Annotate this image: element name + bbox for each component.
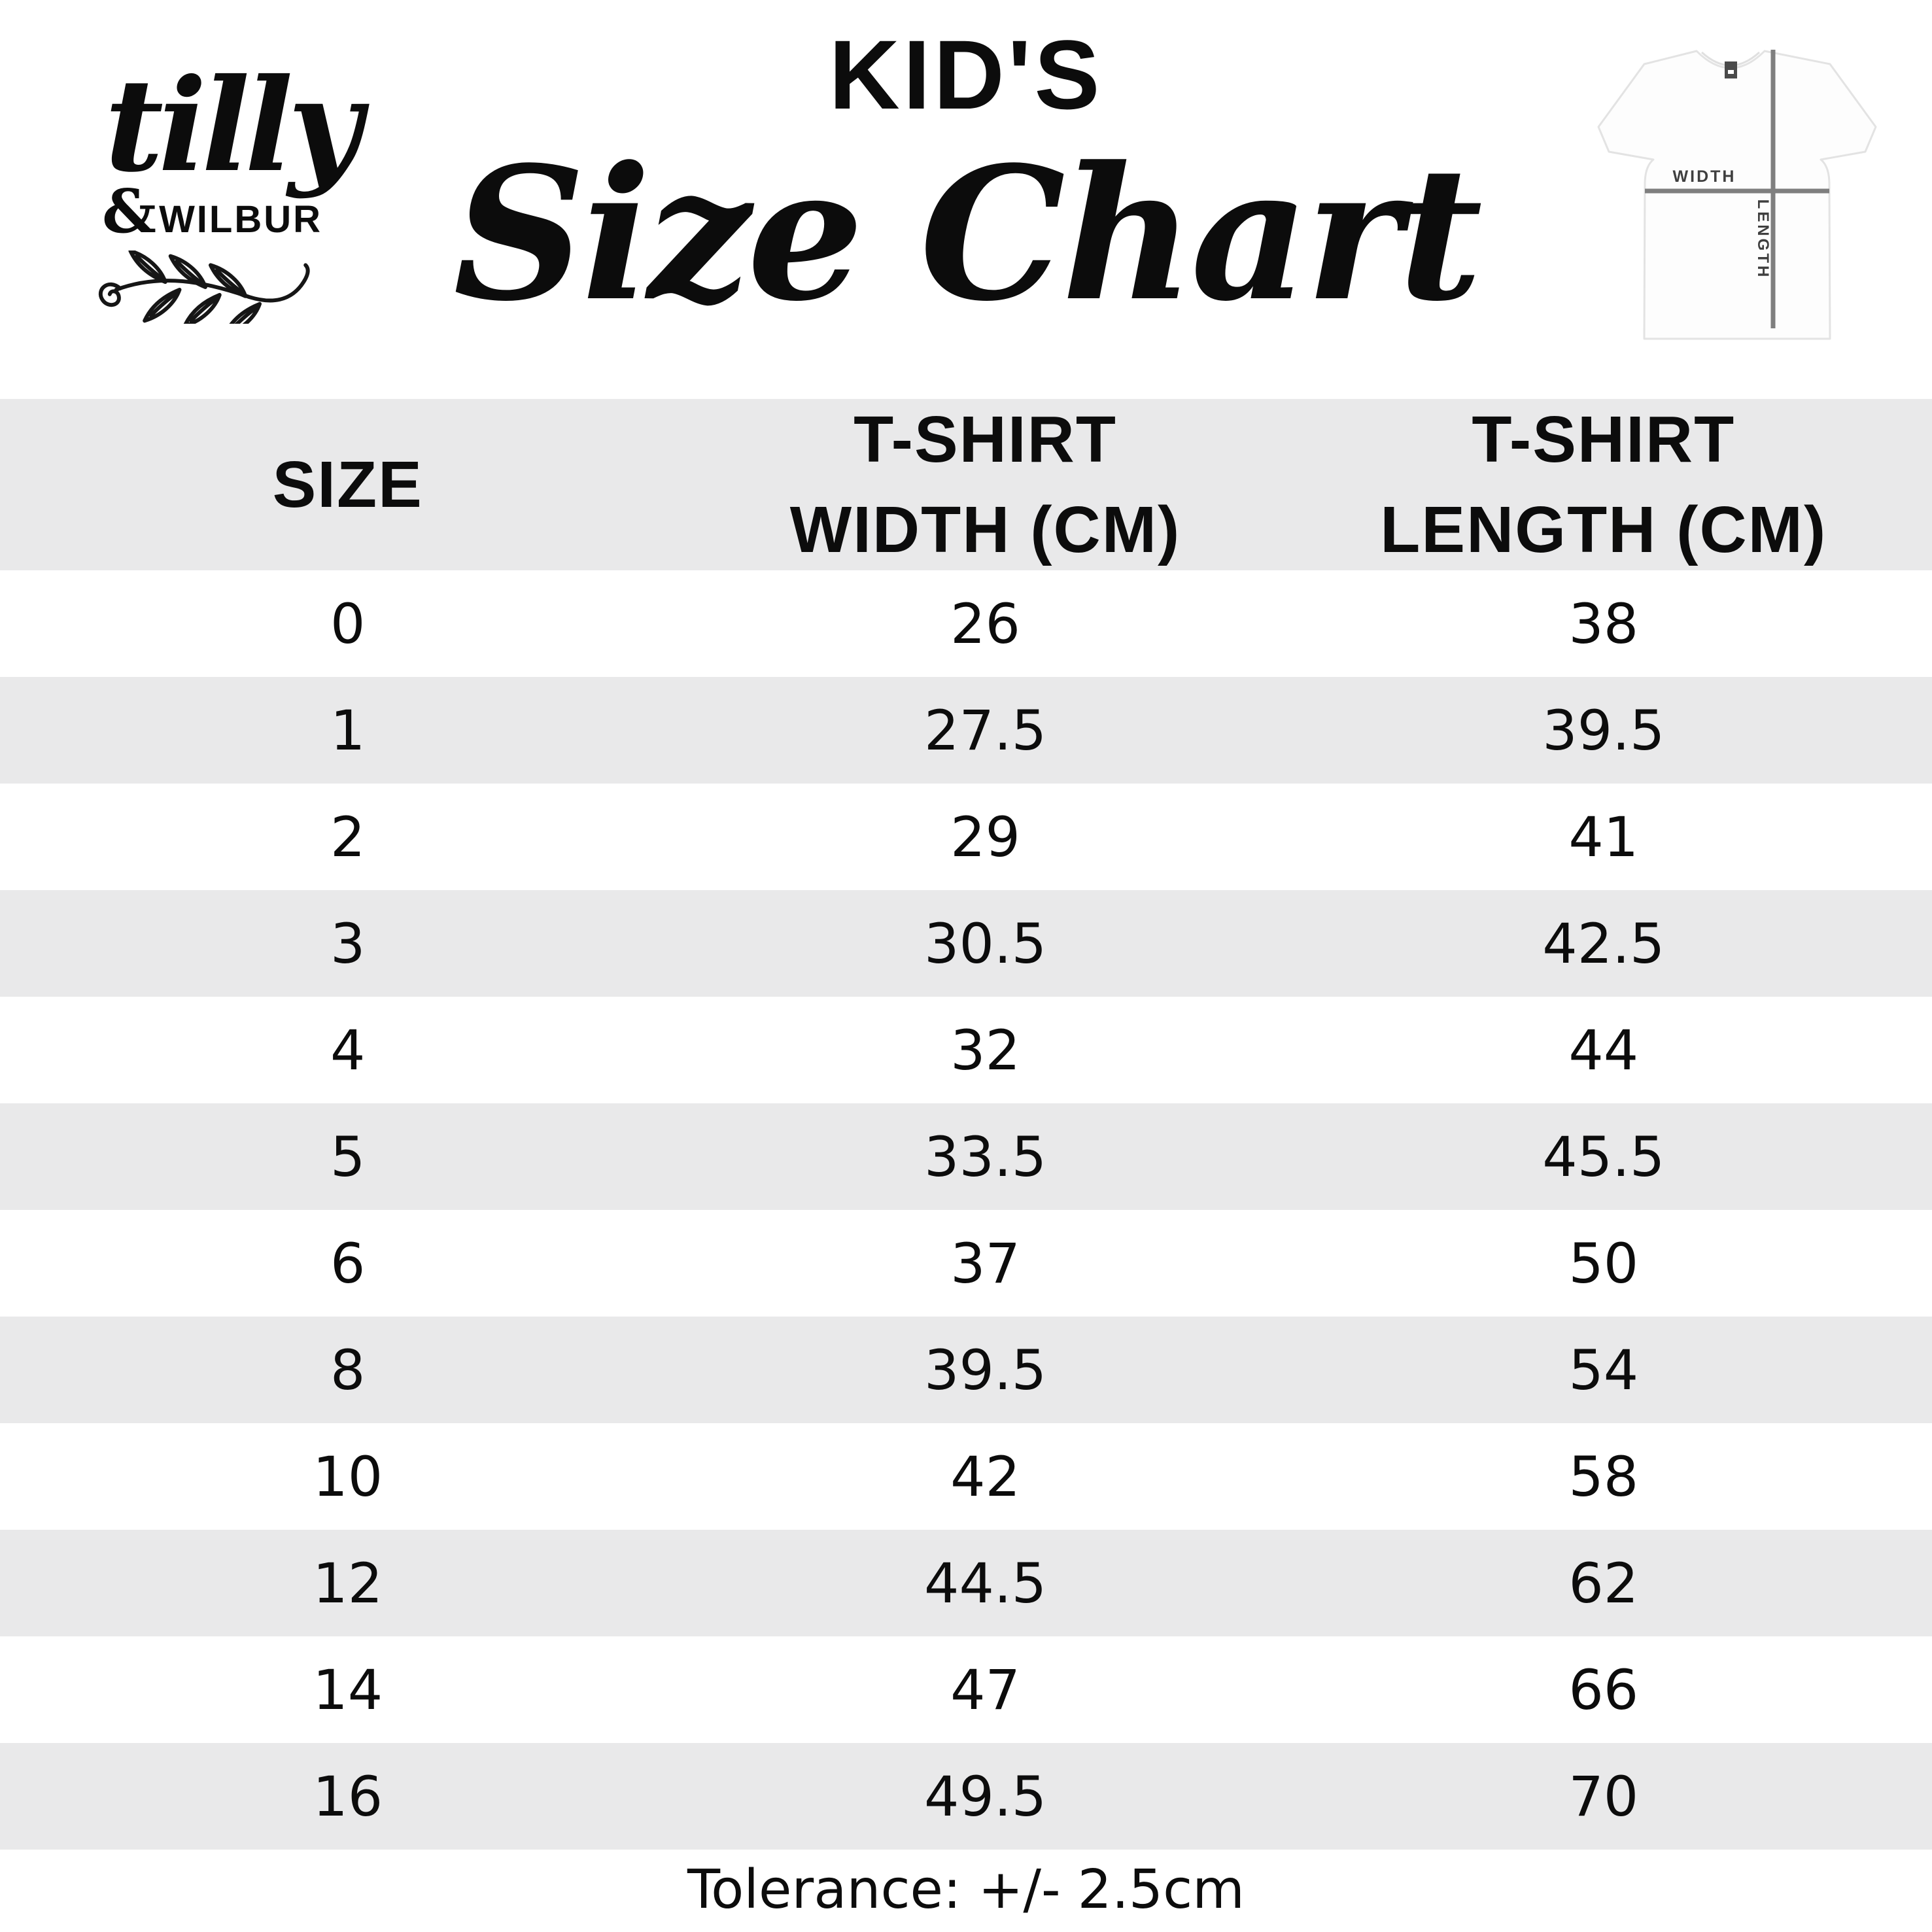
tshirt-neck-tag-dot xyxy=(1728,70,1734,74)
col-header-size: SIZE xyxy=(0,440,695,530)
width-cell: 42 xyxy=(950,1444,1020,1509)
table-row: 16 49.5 70 xyxy=(0,1743,1932,1850)
leaf-lower-1 xyxy=(143,287,182,323)
length-cell: 45.5 xyxy=(1542,1124,1665,1189)
size-cell: 8 xyxy=(330,1337,366,1402)
brand-name-script: tilly xyxy=(105,50,362,200)
length-cell: 38 xyxy=(1568,591,1639,656)
width-cell: 26 xyxy=(950,591,1020,656)
length-cell: 42.5 xyxy=(1542,911,1665,976)
size-table: SIZE T-SHIRT WIDTH (CM) T-SHIRT LENGTH (… xyxy=(0,399,1932,1850)
size-cell: 16 xyxy=(313,1764,383,1829)
length-cell: 58 xyxy=(1568,1444,1639,1509)
table-row: 0 26 38 xyxy=(0,570,1932,677)
length-label: LENGTH xyxy=(1754,199,1772,280)
table-row: 5 33.5 45.5 xyxy=(0,1103,1932,1210)
size-cell: 4 xyxy=(330,1018,366,1082)
size-cell: 2 xyxy=(330,804,366,869)
width-cell: 27.5 xyxy=(924,698,1047,763)
leaf-lower-3 xyxy=(229,302,262,324)
size-cell: 6 xyxy=(330,1231,366,1296)
col-header-length-line1: T-SHIRT xyxy=(1472,403,1736,476)
size-cell: 3 xyxy=(330,911,366,976)
length-cell: 62 xyxy=(1568,1551,1639,1615)
col-header-size-line1: SIZE xyxy=(272,448,423,521)
width-cell: 44.5 xyxy=(924,1551,1047,1615)
table-row: 4 32 44 xyxy=(0,997,1932,1103)
length-cell: 54 xyxy=(1568,1337,1639,1402)
table-row: 8 39.5 54 xyxy=(0,1317,1932,1423)
size-cell: 12 xyxy=(313,1551,383,1615)
leaf-upper-1 xyxy=(128,250,167,284)
length-cell: 41 xyxy=(1568,804,1639,869)
brand-logo: tilly & WILBUR xyxy=(98,50,464,324)
ampersand-glyph: & xyxy=(102,175,157,247)
table-row: 6 37 50 xyxy=(0,1210,1932,1317)
col-header-width-line2: WIDTH (CM) xyxy=(789,493,1181,566)
col-header-length-line2: LENGTH (CM) xyxy=(1380,493,1827,566)
width-cell: 30.5 xyxy=(924,911,1047,976)
tshirt-measurement-diagram: WIDTH LENGTH xyxy=(1597,50,1877,340)
length-cell: 44 xyxy=(1568,1018,1639,1082)
width-label: WIDTH xyxy=(1673,167,1736,186)
tshirt-body xyxy=(1597,50,1877,340)
width-cell: 32 xyxy=(950,1018,1020,1082)
leaf-branch-icon xyxy=(98,250,310,324)
table-row: 14 47 66 xyxy=(0,1636,1932,1743)
table-row: 2 29 41 xyxy=(0,784,1932,890)
table-row: 1 27.5 39.5 xyxy=(0,677,1932,784)
width-cell: 33.5 xyxy=(924,1124,1047,1189)
table-row: 12 44.5 62 xyxy=(0,1530,1932,1636)
table-row: 10 42 58 xyxy=(0,1423,1932,1530)
length-cell: 39.5 xyxy=(1542,698,1665,763)
leaf-lower-2 xyxy=(183,292,222,324)
size-cell: 0 xyxy=(330,591,366,656)
length-cell: 66 xyxy=(1568,1657,1639,1722)
length-cell: 70 xyxy=(1568,1764,1639,1829)
table-row: 3 30.5 42.5 xyxy=(0,890,1932,997)
size-cell: 10 xyxy=(313,1444,383,1509)
tolerance-note: Tolerance: +/- 2.5cm xyxy=(687,1859,1245,1921)
width-cell: 39.5 xyxy=(924,1337,1047,1402)
width-cell: 29 xyxy=(950,804,1020,869)
table-header-row: SIZE T-SHIRT WIDTH (CM) T-SHIRT LENGTH (… xyxy=(0,399,1932,570)
width-cell: 47 xyxy=(950,1657,1020,1722)
brand-caps-label: WILBUR xyxy=(159,198,323,241)
branch-curl xyxy=(98,282,122,307)
col-header-width: T-SHIRT WIDTH (CM) xyxy=(695,394,1275,575)
leaf-upper-3 xyxy=(208,263,248,298)
size-cell: 5 xyxy=(330,1124,366,1189)
width-cell: 49.5 xyxy=(924,1764,1047,1829)
table-body: 0 26 38 1 27.5 39.5 2 29 41 3 30.5 42.5 … xyxy=(0,570,1932,1850)
col-header-length: T-SHIRT LENGTH (CM) xyxy=(1275,394,1932,575)
col-header-width-line1: T-SHIRT xyxy=(854,403,1117,476)
size-cell: 1 xyxy=(330,698,366,763)
width-cell: 37 xyxy=(950,1231,1020,1296)
size-cell: 14 xyxy=(313,1657,383,1722)
leaf-upper-2 xyxy=(168,254,207,289)
length-cell: 50 xyxy=(1568,1231,1639,1296)
brand-name-caps: & WILBUR xyxy=(102,181,464,241)
